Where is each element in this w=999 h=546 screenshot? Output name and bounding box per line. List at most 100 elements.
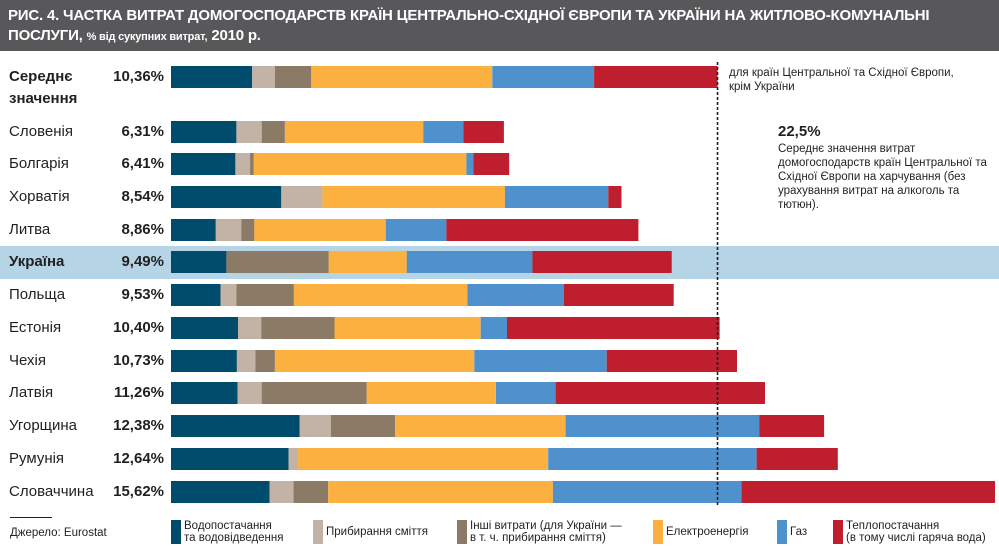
bar-segment-electricity	[298, 448, 549, 470]
bar-segment-other	[250, 153, 254, 175]
legend-label: Газ	[790, 526, 808, 538]
chart-year: 2010 р.	[211, 27, 261, 44]
bar-segment-electricity	[274, 350, 475, 372]
bar-segment-heating	[756, 448, 838, 470]
bar-segment-electricity	[334, 317, 481, 339]
row-total-label: 10,73%	[113, 352, 164, 369]
legend-item-garbage: Прибирання сміття	[313, 520, 428, 544]
bar-segment-heating	[741, 481, 995, 503]
bar-segment-water	[171, 415, 300, 437]
bar-segment-gas	[504, 186, 609, 208]
reference-line-note: для країн Центральної та Східної Європи,…	[729, 67, 954, 93]
bar-segment-other	[261, 121, 285, 143]
legend-item-electricity: Електроенергія	[653, 520, 749, 544]
row-label: Литва	[9, 221, 51, 238]
bar-group	[171, 219, 639, 241]
bar-segment-other	[236, 284, 294, 306]
chart-header: РИС. 4. ЧАСТКА ВИТРАТ ДОМОГОСПОДАРСТВ КР…	[0, 0, 999, 51]
bar-segment-water	[171, 284, 221, 306]
legend-label: Водопостачання та водовідведення	[184, 520, 284, 544]
row-total-label: 10,36%	[113, 68, 164, 85]
bar-segment-heating	[473, 153, 510, 175]
row-label: Польща	[9, 286, 66, 303]
food-share-value: 22,5%	[778, 123, 821, 140]
bar-group	[171, 153, 510, 175]
bar-segment-gas	[565, 415, 760, 437]
bar-group	[171, 481, 995, 503]
bar-segment-heating	[608, 186, 622, 208]
source-divider	[10, 517, 52, 518]
bar-segment-gas	[385, 219, 447, 241]
row-total-label: 6,31%	[121, 123, 164, 140]
bar-segment-heating	[532, 251, 672, 273]
bar-segment-water	[171, 66, 253, 88]
legend-swatch	[653, 520, 663, 544]
bar-group	[171, 186, 622, 208]
bar-segment-electricity	[328, 251, 407, 273]
row-total-label: 8,54%	[121, 188, 164, 205]
row-total-label: 15,62%	[113, 483, 164, 500]
bar-segment-water	[171, 121, 237, 143]
bar-segment-garbage	[281, 186, 323, 208]
bar-segment-water	[171, 448, 289, 470]
row-total-label: 8,86%	[121, 221, 164, 238]
legend-item-other: Інші витрати (для України — в т. ч. приб…	[457, 520, 622, 544]
row-label: Хорватія	[9, 188, 70, 205]
bar-segment-garbage	[288, 448, 299, 470]
legend-label: Інші витрати (для України — в т. ч. приб…	[470, 520, 622, 544]
bar-segment-water	[171, 481, 270, 503]
legend-swatch	[833, 520, 843, 544]
bar-group	[171, 448, 838, 470]
bar-segment-water	[171, 382, 238, 404]
bar-segment-gas	[480, 317, 508, 339]
bar-segment-gas	[492, 66, 595, 88]
bar-segment-heating	[463, 121, 504, 143]
bar-group	[171, 317, 720, 339]
bar-segment-heating	[759, 415, 825, 437]
bar-segment-gas	[552, 481, 742, 503]
row-total-label: 12,64%	[113, 450, 164, 467]
row-label: Естонія	[9, 319, 62, 336]
bar-segment-garbage	[252, 66, 275, 88]
row-label: Словаччина	[9, 483, 94, 500]
row-label: Україна	[9, 253, 65, 270]
legend-item-heating: Теплопостачання (в тому числі гаряча вод…	[833, 520, 986, 544]
bar-segment-gas	[496, 382, 556, 404]
bar-segment-electricity	[253, 153, 467, 175]
bar-segment-electricity	[328, 481, 553, 503]
legend-item-water: Водопостачання та водовідведення	[171, 520, 284, 544]
row-label-line2: значення	[9, 90, 78, 107]
bar-group	[171, 284, 674, 306]
bar-group	[171, 382, 765, 404]
legend-item-gas: Газ	[777, 520, 807, 544]
bar-segment-garbage	[238, 317, 262, 339]
bar-segment-heating	[446, 219, 639, 241]
legend-swatch	[777, 520, 787, 544]
bar-group	[171, 121, 504, 143]
bar-segment-water	[171, 350, 237, 372]
bar-segment-electricity	[293, 284, 468, 306]
food-share-note: Середнє значення витрат домогосподарств …	[778, 143, 987, 211]
bar-segment-other	[241, 219, 255, 241]
bar-segment-water	[171, 186, 282, 208]
bar-segment-gas	[423, 121, 464, 143]
bar-segment-other	[255, 350, 275, 372]
legend-swatch	[313, 520, 323, 544]
bar-segment-heating	[594, 66, 718, 88]
bar-segment-water	[171, 153, 236, 175]
row-label: Латвія	[9, 384, 54, 401]
source-note: Джерело: Eurostat	[10, 527, 107, 539]
bar-group	[171, 66, 718, 88]
legend-swatch	[457, 520, 467, 544]
bar-segment-electricity	[366, 382, 496, 404]
bar-segment-garbage	[220, 284, 237, 306]
bar-segment-heating	[564, 284, 674, 306]
row-total-label: 11,26%	[113, 384, 164, 401]
bar-group	[171, 251, 672, 273]
row-total-label: 10,40%	[113, 319, 164, 336]
bar-segment-water	[171, 317, 238, 339]
legend-swatch	[171, 520, 181, 544]
bar-segment-electricity	[284, 121, 424, 143]
bar-segment-heating	[606, 350, 737, 372]
